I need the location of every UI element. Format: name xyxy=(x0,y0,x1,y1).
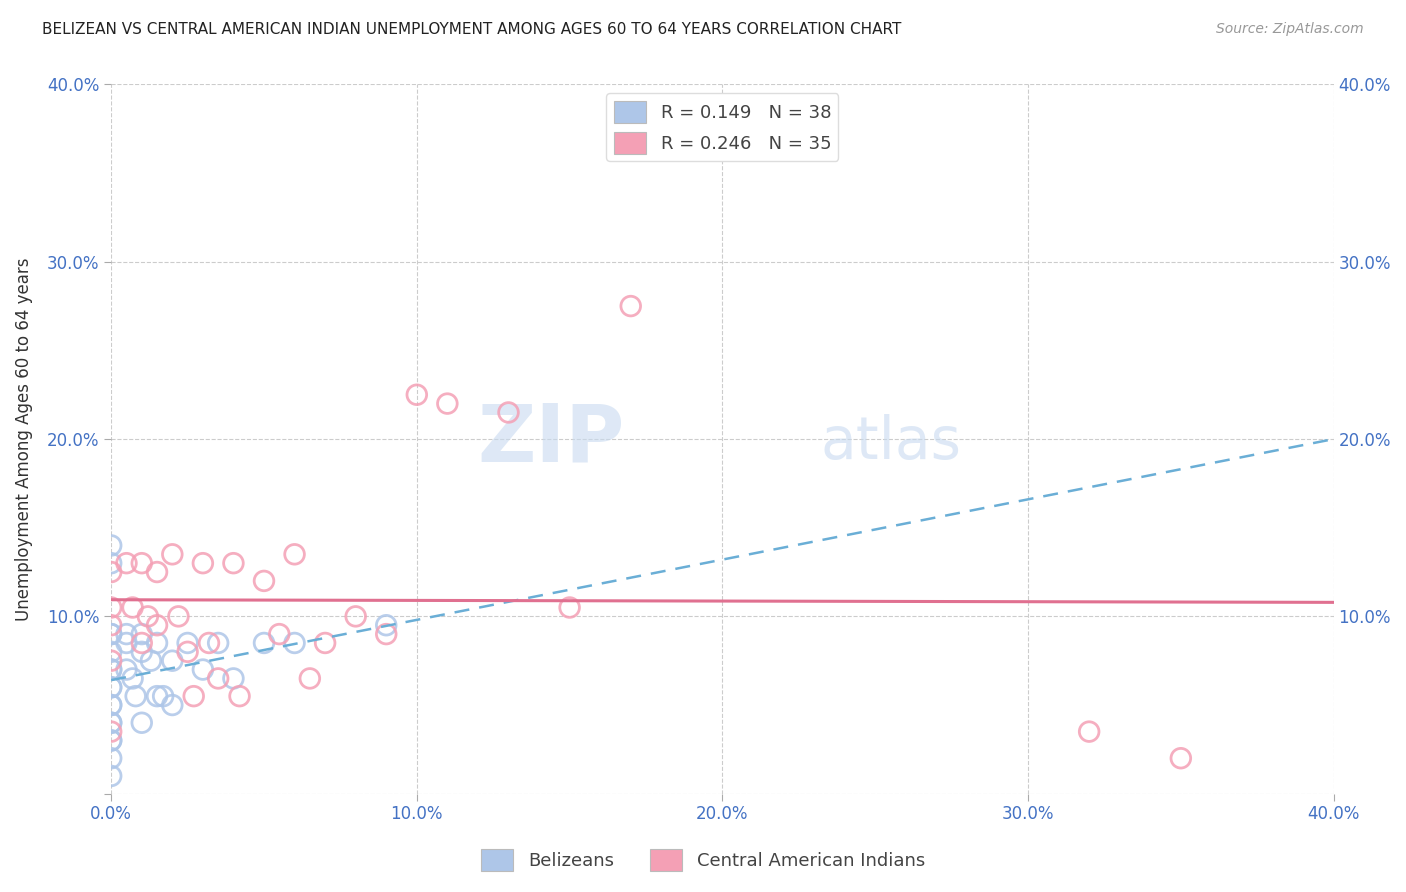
Point xyxy=(314,636,336,650)
Point xyxy=(558,600,581,615)
Point xyxy=(146,689,169,703)
Point xyxy=(146,618,169,632)
Point xyxy=(100,663,122,677)
Point xyxy=(115,636,138,650)
Point xyxy=(620,299,643,313)
Point xyxy=(375,618,398,632)
Point xyxy=(100,724,122,739)
Point xyxy=(405,388,427,402)
Legend: Belizeans, Central American Indians: Belizeans, Central American Indians xyxy=(474,842,932,879)
Text: Source: ZipAtlas.com: Source: ZipAtlas.com xyxy=(1216,22,1364,37)
Point xyxy=(167,609,190,624)
Point xyxy=(100,663,122,677)
Point xyxy=(100,627,122,641)
Point xyxy=(152,689,174,703)
Point xyxy=(162,547,184,561)
Point xyxy=(100,627,122,641)
Point xyxy=(207,636,229,650)
Point xyxy=(498,405,520,419)
Point xyxy=(100,733,122,747)
Text: atlas: atlas xyxy=(820,414,962,471)
Point xyxy=(100,681,122,695)
Point xyxy=(100,556,122,570)
Point xyxy=(253,574,276,588)
Point xyxy=(100,565,122,579)
Point xyxy=(131,715,153,730)
Point xyxy=(121,600,143,615)
Point xyxy=(115,627,138,641)
Point xyxy=(131,627,153,641)
Point xyxy=(131,645,153,659)
Point xyxy=(136,609,159,624)
Point xyxy=(121,672,143,686)
Point xyxy=(100,698,122,712)
Point xyxy=(100,733,122,747)
Point xyxy=(298,672,321,686)
Point xyxy=(228,689,250,703)
Point xyxy=(100,715,122,730)
Point xyxy=(131,556,153,570)
Point xyxy=(1078,724,1101,739)
Point xyxy=(100,751,122,765)
Point xyxy=(183,689,205,703)
Point xyxy=(176,636,198,650)
Point xyxy=(139,654,162,668)
Point xyxy=(284,547,307,561)
Point xyxy=(100,538,122,552)
Point xyxy=(100,618,122,632)
Point xyxy=(100,698,122,712)
Text: ZIP: ZIP xyxy=(478,400,624,478)
Point xyxy=(124,689,146,703)
Point xyxy=(191,556,214,570)
Point xyxy=(344,609,367,624)
Point xyxy=(222,556,245,570)
Point xyxy=(1170,751,1192,765)
Point xyxy=(100,715,122,730)
Point xyxy=(207,672,229,686)
Y-axis label: Unemployment Among Ages 60 to 64 years: Unemployment Among Ages 60 to 64 years xyxy=(15,257,32,621)
Point xyxy=(100,600,122,615)
Point xyxy=(176,645,198,659)
Point xyxy=(162,698,184,712)
Point xyxy=(191,663,214,677)
Point xyxy=(284,636,307,650)
Point xyxy=(198,636,221,650)
Point xyxy=(100,654,122,668)
Point xyxy=(146,565,169,579)
Point xyxy=(162,654,184,668)
Point xyxy=(436,396,458,410)
Text: BELIZEAN VS CENTRAL AMERICAN INDIAN UNEMPLOYMENT AMONG AGES 60 TO 64 YEARS CORRE: BELIZEAN VS CENTRAL AMERICAN INDIAN UNEM… xyxy=(42,22,901,37)
Point xyxy=(146,636,169,650)
Point xyxy=(375,627,398,641)
Point xyxy=(115,556,138,570)
Legend: R = 0.149   N = 38, R = 0.246   N = 35: R = 0.149 N = 38, R = 0.246 N = 35 xyxy=(606,94,838,161)
Point xyxy=(253,636,276,650)
Point xyxy=(115,663,138,677)
Point xyxy=(131,636,153,650)
Point xyxy=(100,645,122,659)
Point xyxy=(222,672,245,686)
Point xyxy=(100,769,122,783)
Point xyxy=(269,627,291,641)
Point xyxy=(100,681,122,695)
